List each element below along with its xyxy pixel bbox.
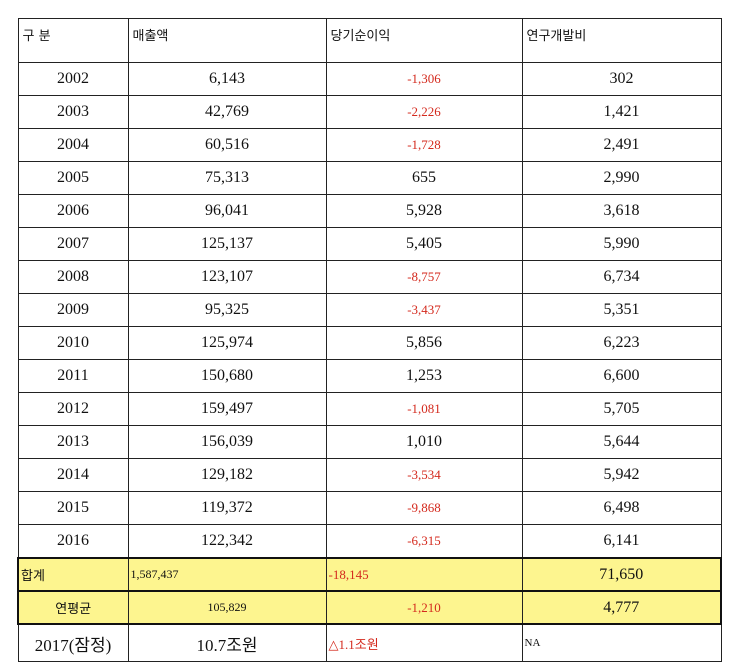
rnd-cell: 5,351 bbox=[521, 293, 722, 327]
sales-cell: 6,143 bbox=[127, 62, 327, 96]
table-row: 2006 96,041 5,928 3,618 bbox=[17, 194, 722, 228]
sales-cell: 95,325 bbox=[127, 293, 327, 327]
table-row: 2003 42,769 -2,226 1,421 bbox=[17, 95, 722, 129]
year-cell: 2005 bbox=[17, 161, 129, 195]
total-row: 합계 1,587,437 -18,145 71,650 bbox=[17, 557, 722, 592]
header-row: 구 분 매출액 당기순이익 연구개발비 bbox=[17, 18, 722, 63]
rnd-cell: 1,421 bbox=[521, 95, 722, 129]
rnd-cell: 5,942 bbox=[521, 458, 722, 492]
net-income-cell: -2,226 bbox=[325, 95, 523, 129]
year-cell: 2006 bbox=[17, 194, 129, 228]
year-cell: 2013 bbox=[17, 425, 129, 459]
year-cell: 2014 bbox=[17, 458, 129, 492]
net-income-cell: 655 bbox=[325, 161, 523, 195]
net-income-cell: -1,306 bbox=[325, 62, 523, 96]
net-income-cell: 5,928 bbox=[325, 194, 523, 228]
average-row: 연평균 105,829 -1,210 4,777 bbox=[17, 590, 722, 625]
header-sales: 매출액 bbox=[127, 18, 327, 63]
estimate-net-income: △1.1조원 bbox=[325, 623, 523, 662]
net-income-cell: 5,856 bbox=[325, 326, 523, 360]
estimate-rnd: NA bbox=[521, 623, 722, 662]
header-rnd: 연구개발비 bbox=[521, 18, 722, 63]
sales-cell: 150,680 bbox=[127, 359, 327, 393]
net-income-cell: -3,437 bbox=[325, 293, 523, 327]
average-net-income: -1,210 bbox=[325, 590, 523, 625]
total-rnd: 71,650 bbox=[521, 557, 722, 592]
total-label: 합계 bbox=[17, 557, 129, 592]
rnd-cell: 5,705 bbox=[521, 392, 722, 426]
net-income-cell: -8,757 bbox=[325, 260, 523, 294]
sales-cell: 123,107 bbox=[127, 260, 327, 294]
sales-cell: 42,769 bbox=[127, 95, 327, 129]
year-cell: 2011 bbox=[17, 359, 129, 393]
year-cell: 2004 bbox=[17, 128, 129, 162]
year-cell: 2012 bbox=[17, 392, 129, 426]
net-income-cell: 1,010 bbox=[325, 425, 523, 459]
estimate-row: 2017(잠정) 10.7조원 △1.1조원 NA bbox=[17, 623, 722, 662]
total-sales: 1,587,437 bbox=[127, 557, 327, 592]
sales-cell: 75,313 bbox=[127, 161, 327, 195]
table-row: 2009 95,325 -3,437 5,351 bbox=[17, 293, 722, 327]
table-row: 2007 125,137 5,405 5,990 bbox=[17, 227, 722, 261]
average-sales: 105,829 bbox=[127, 590, 327, 625]
year-cell: 2007 bbox=[17, 227, 129, 261]
rnd-cell: 6,600 bbox=[521, 359, 722, 393]
table-row: 2012 159,497 -1,081 5,705 bbox=[17, 392, 722, 426]
year-cell: 2008 bbox=[17, 260, 129, 294]
sales-cell: 159,497 bbox=[127, 392, 327, 426]
rnd-cell: 6,498 bbox=[521, 491, 722, 525]
sales-cell: 122,342 bbox=[127, 524, 327, 559]
sales-cell: 125,974 bbox=[127, 326, 327, 360]
sales-cell: 96,041 bbox=[127, 194, 327, 228]
rnd-cell: 3,618 bbox=[521, 194, 722, 228]
average-label: 연평균 bbox=[17, 590, 129, 625]
sales-cell: 125,137 bbox=[127, 227, 327, 261]
net-income-cell: -6,315 bbox=[325, 524, 523, 559]
sales-cell: 60,516 bbox=[127, 128, 327, 162]
average-rnd: 4,777 bbox=[521, 590, 722, 625]
rnd-cell: 6,141 bbox=[521, 524, 722, 559]
rnd-cell: 302 bbox=[521, 62, 722, 96]
rnd-cell: 5,644 bbox=[521, 425, 722, 459]
total-net-income: -18,145 bbox=[325, 557, 523, 592]
table-row: 2008 123,107 -8,757 6,734 bbox=[17, 260, 722, 294]
net-income-cell: -1,081 bbox=[325, 392, 523, 426]
sales-cell: 129,182 bbox=[127, 458, 327, 492]
sales-cell: 119,372 bbox=[127, 491, 327, 525]
rnd-cell: 6,223 bbox=[521, 326, 722, 360]
table-row: 2005 75,313 655 2,990 bbox=[17, 161, 722, 195]
financial-table: 구 분 매출액 당기순이익 연구개발비 2002 6,143 -1,306 302 20… bbox=[17, 18, 722, 662]
estimate-label: 2017(잠정) bbox=[17, 623, 129, 662]
table-row: 2011 150,680 1,253 6,600 bbox=[17, 359, 722, 393]
table-row: 2016 122,342 -6,315 6,141 bbox=[17, 524, 722, 559]
table-row: 2014 129,182 -3,534 5,942 bbox=[17, 458, 722, 492]
net-income-cell: -1,728 bbox=[325, 128, 523, 162]
table-row: 2013 156,039 1,010 5,644 bbox=[17, 425, 722, 459]
net-income-cell: -3,534 bbox=[325, 458, 523, 492]
net-income-cell: 1,253 bbox=[325, 359, 523, 393]
year-cell: 2009 bbox=[17, 293, 129, 327]
year-cell: 2010 bbox=[17, 326, 129, 360]
rnd-cell: 6,734 bbox=[521, 260, 722, 294]
year-cell: 2015 bbox=[17, 491, 129, 525]
rnd-cell: 2,491 bbox=[521, 128, 722, 162]
year-cell: 2016 bbox=[17, 524, 129, 559]
table-row: 2004 60,516 -1,728 2,491 bbox=[17, 128, 722, 162]
net-income-cell: 5,405 bbox=[325, 227, 523, 261]
net-income-cell: -9,868 bbox=[325, 491, 523, 525]
year-cell: 2003 bbox=[17, 95, 129, 129]
header-category: 구 분 bbox=[17, 18, 129, 63]
rnd-cell: 2,990 bbox=[521, 161, 722, 195]
table-row: 2002 6,143 -1,306 302 bbox=[17, 62, 722, 96]
estimate-sales: 10.7조원 bbox=[127, 623, 327, 662]
table-row: 2010 125,974 5,856 6,223 bbox=[17, 326, 722, 360]
table-row: 2015 119,372 -9,868 6,498 bbox=[17, 491, 722, 525]
rnd-cell: 5,990 bbox=[521, 227, 722, 261]
header-net-income: 당기순이익 bbox=[325, 18, 523, 63]
year-cell: 2002 bbox=[17, 62, 129, 96]
sales-cell: 156,039 bbox=[127, 425, 327, 459]
